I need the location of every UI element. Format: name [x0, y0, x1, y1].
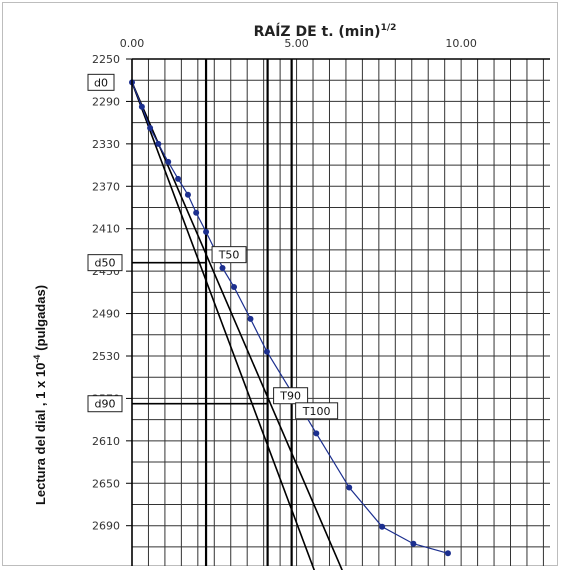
label-d0: d0: [87, 73, 115, 91]
label-t50-box: [211, 246, 247, 264]
label-t50-text: T50: [218, 249, 240, 262]
label-t100-box: [295, 402, 339, 420]
axis-layer: 0.00 5.00 10.00225022902330237024102450249…: [92, 37, 550, 566]
y-tick-label: 2250: [92, 53, 120, 66]
label-d90: d90: [87, 395, 123, 413]
y-tick-label: 2490: [92, 308, 120, 321]
series-line: [131, 82, 449, 554]
data-point: [147, 124, 154, 131]
label-d90-box: [87, 395, 123, 413]
y-tick-label: 2330: [92, 138, 120, 151]
label-d50-text: d50: [95, 257, 116, 270]
data-point: [193, 209, 200, 216]
y-tick-label: 2610: [92, 435, 120, 448]
label-t100: T100: [295, 402, 339, 420]
data-point: [184, 191, 191, 198]
label-t100-text: T100: [302, 405, 331, 418]
label-t90-box: [273, 387, 309, 405]
y-tick-label: 2410: [92, 223, 120, 236]
construction-lines: [131, 82, 343, 570]
x-tick-label: 5.00: [284, 37, 309, 50]
data-point: [165, 158, 172, 165]
data-point: [231, 284, 238, 291]
label-t90-text: T90: [279, 390, 301, 403]
label-t90: T90: [273, 387, 309, 405]
data-point: [379, 523, 386, 530]
data-point: [444, 550, 451, 557]
data-point: [175, 175, 182, 182]
y-tick-label: 2290: [92, 95, 120, 108]
y-tick-label: 2370: [92, 180, 120, 193]
data-point: [410, 540, 417, 547]
data-point: [138, 103, 145, 110]
chart-title: RAÍZ DE t. (min)1/2: [254, 23, 397, 40]
data-point: [247, 315, 254, 322]
marker-layer: [132, 59, 293, 566]
data-point: [313, 430, 320, 437]
label-t50: T50: [211, 246, 247, 264]
construction-line-2: [131, 82, 316, 570]
data-point: [219, 264, 226, 271]
data-point: [155, 140, 162, 147]
label-d50: d50: [87, 254, 123, 272]
data-point: [346, 484, 353, 491]
label-d0-text: d0: [94, 76, 108, 89]
series-layer: [129, 79, 451, 557]
data-point: [203, 228, 210, 235]
y-tick-label: 2690: [92, 520, 120, 533]
construction-line-1: [131, 82, 343, 570]
data-point: [263, 348, 270, 355]
y-tick-label: 2530: [92, 350, 120, 363]
x-tick-label: 0.00: [120, 37, 145, 50]
label-d0-box: [87, 73, 115, 91]
x-tick-label: 10.00: [445, 37, 477, 50]
label-d50-box: [87, 254, 123, 272]
label-d90-text: d90: [95, 398, 116, 411]
y-axis-label: Lectura del dial , 1 x 10-4(pulgadas): [32, 285, 48, 505]
grid-layer: [131, 58, 550, 566]
y-tick-label: 2650: [92, 477, 120, 490]
